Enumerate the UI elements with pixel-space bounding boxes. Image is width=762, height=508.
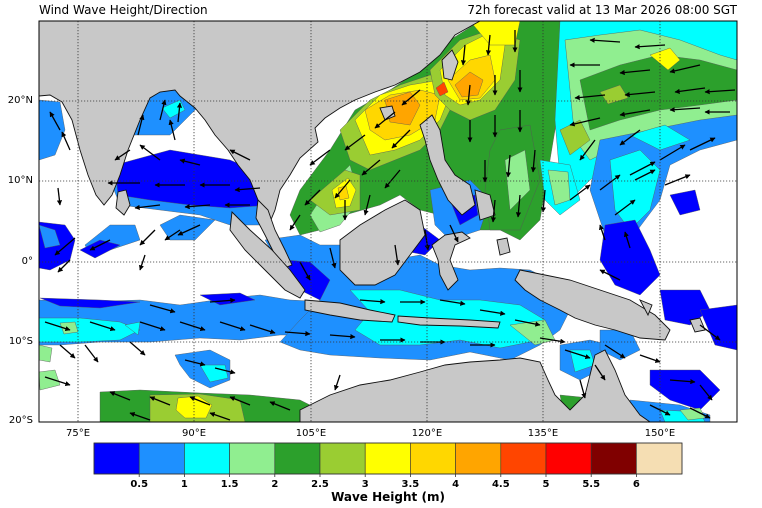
colorbar-tick-2: 2 (271, 479, 279, 490)
lon-label-120e: 120°E (411, 428, 443, 439)
colorbar-tick-4-5: 4.5 (491, 479, 510, 490)
colorbar-tick-1-5: 1.5 (220, 479, 239, 490)
lon-label-150e: 150°E (644, 428, 676, 439)
wind-direction-arrows (44, 30, 736, 421)
colorbar (93, 442, 683, 475)
colorbar-tick-marks (138, 474, 637, 477)
lon-label-90e: 90°E (181, 428, 207, 439)
chart-title: Wind Wave Height/Direction (39, 3, 208, 17)
lat-label-10n: 10°N (7, 175, 33, 186)
colorbar-tick-5-5: 5.5 (582, 479, 601, 490)
lon-label-135e: 135°E (527, 428, 559, 439)
lat-label-20s: 20°S (8, 415, 33, 426)
forecast-valid-time: 72h forecast valid at 13 Mar 2026 08:00 … (467, 3, 737, 17)
lat-label-20n: 20°N (7, 95, 33, 106)
colorbar-tick-1: 1 (180, 479, 188, 490)
colorbar-tick-5: 5 (542, 479, 550, 490)
colorbar-tick-2-5: 2.5 (311, 479, 329, 490)
lon-label-75e: 75°E (65, 428, 91, 439)
map-frame (38, 20, 738, 423)
land-masses (39, 21, 706, 422)
map-plot-area (39, 21, 737, 422)
colorbar-label: Wave Height (m) (331, 490, 445, 504)
lat-label-10s: 10°S (8, 336, 33, 347)
lon-label-105e: 105°E (295, 428, 327, 439)
colorbar-tick-3-5: 3.5 (401, 479, 420, 490)
colorbar-tick-0-5: 0.5 (130, 479, 149, 490)
colorbar-tick-4: 4 (452, 479, 460, 490)
colorbar-tick-3: 3 (361, 479, 369, 490)
lat-label-0: 0° (21, 256, 33, 267)
gridlines (39, 21, 737, 422)
colorbar-tick-6: 6 (632, 479, 640, 490)
